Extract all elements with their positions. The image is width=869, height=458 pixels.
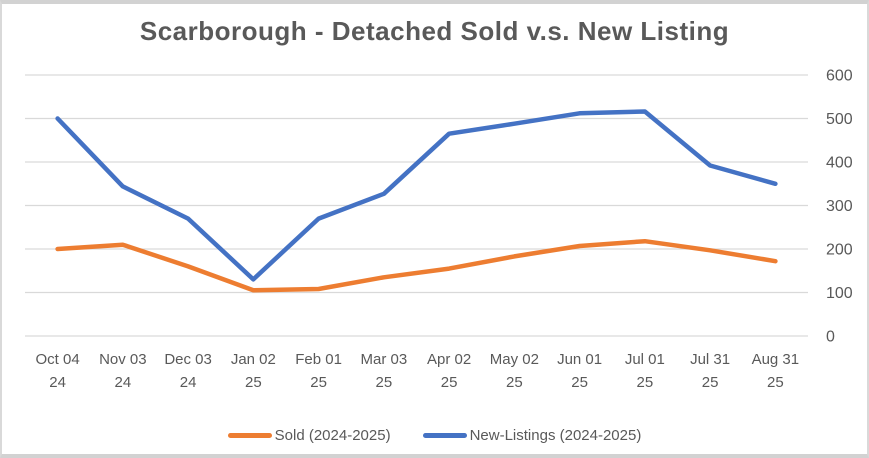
legend-item-sold: Sold (2024-2025) — [227, 427, 391, 444]
legend-label-new-listings: New-Listings (2024-2025) — [469, 427, 642, 444]
series-line-sold — [55, 238, 778, 293]
x-tick-label-line1: Jul 01 — [625, 351, 665, 368]
legend-item-new-listings: New-Listings (2024-2025) — [422, 427, 642, 444]
y-tick-label: 100 — [826, 285, 853, 302]
x-tick-label-line1: Jul 31 — [690, 351, 730, 368]
x-tick-label-line2: 25 — [702, 374, 719, 391]
x-tick-label-line2: 24 — [49, 374, 66, 391]
x-tick-label-line2: 24 — [115, 374, 132, 391]
x-tick-label-line2: 25 — [571, 374, 588, 391]
x-tick-label-line1: May 02 — [490, 351, 539, 368]
x-tick-label-line2: 25 — [767, 374, 784, 391]
new-listings-line-swatch — [422, 433, 467, 438]
x-tick-label-line2: 25 — [637, 374, 654, 391]
x-tick-label-line1: Jan 02 — [231, 351, 276, 368]
x-tick-label-line1: Aug 31 — [752, 351, 800, 368]
x-tick-label-line2: 25 — [310, 374, 327, 391]
x-tick-label-line1: Apr 02 — [427, 351, 471, 368]
x-tick-label-line1: Jun 01 — [557, 351, 602, 368]
sold-line-swatch — [227, 433, 272, 438]
y-tick-label: 600 — [826, 68, 853, 85]
x-tick-label-line2: 24 — [180, 374, 197, 391]
y-tick-label: 0 — [826, 329, 835, 346]
series-line-new-listings — [55, 109, 778, 282]
chart-title: Scarborough - Detached Sold v.s. New Lis… — [139, 16, 730, 46]
x-tick-label-line1: Nov 03 — [99, 351, 147, 368]
y-tick-label: 400 — [826, 155, 853, 172]
y-tick-label: 200 — [826, 242, 853, 259]
y-tick-label: 300 — [826, 198, 853, 215]
x-tick-label-line1: Mar 03 — [361, 351, 408, 368]
x-tick-label-line1: Feb 01 — [295, 351, 342, 368]
x-tick-label-line2: 25 — [506, 374, 523, 391]
x-tick-label-line2: 25 — [245, 374, 262, 391]
x-tick-label-line1: Oct 04 — [36, 351, 80, 368]
x-tick-label-line2: 25 — [441, 374, 458, 391]
y-tick-label: 500 — [826, 111, 853, 128]
chart-legend: Sold (2024-2025) New-Listings (2024-2025… — [2, 427, 867, 444]
x-tick-label-line2: 25 — [376, 374, 393, 391]
legend-label-sold: Sold (2024-2025) — [274, 427, 391, 444]
x-tick-label-line1: Dec 03 — [164, 351, 212, 368]
